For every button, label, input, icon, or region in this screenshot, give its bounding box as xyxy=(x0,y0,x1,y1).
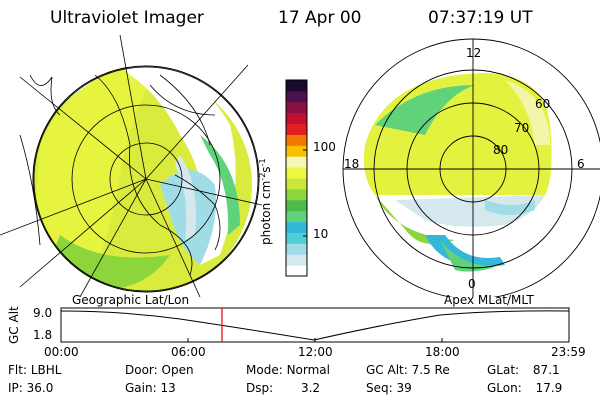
altitude-timeline-plot xyxy=(60,307,570,343)
polar-auroral-image xyxy=(342,38,600,297)
mlt-label-6: 6 xyxy=(577,157,585,171)
app-title: Ultraviolet Imager xyxy=(50,8,204,28)
geographic-auroral-image xyxy=(0,35,262,297)
timeline-xtick-1200: 12:00 xyxy=(298,345,333,359)
timeline-xtick-2359: 23:59 xyxy=(551,345,586,359)
colorbar-swatch xyxy=(286,178,307,190)
colorbar-swatch xyxy=(286,134,307,146)
colorbar-swatch xyxy=(286,90,307,103)
mlat-label-80: 80 xyxy=(493,143,509,157)
timeline-xtick-0600: 06:00 xyxy=(171,345,206,359)
colorbar-swatch xyxy=(286,254,307,266)
mlt-label-18: 18 xyxy=(344,157,360,171)
info-seq: Seq: 39 xyxy=(366,381,412,395)
info-mode: Mode: Normal xyxy=(246,363,330,377)
mlt-label-12: 12 xyxy=(466,46,482,60)
info-flt: Flt: LBHL xyxy=(8,363,62,377)
info-glon: GLon: 17.9 xyxy=(487,381,563,395)
info-glat: GLat: 87.1 xyxy=(487,363,560,377)
info-ip: IP: 36.0 xyxy=(8,381,54,395)
colorbar-swatch xyxy=(286,101,307,114)
colorbar-swatch xyxy=(286,232,307,244)
timeline-ytick-9: 9.0 xyxy=(33,306,53,320)
colorbar-swatch xyxy=(286,221,307,233)
info-door: Door: Open xyxy=(125,363,194,377)
info-gc-alt: GC Alt: 7.5 Re xyxy=(366,363,450,377)
colorbar-swatch xyxy=(286,243,307,255)
mlt-label-0: 0 xyxy=(468,277,476,291)
info-dsp: Dsp: 3.2 xyxy=(246,381,321,395)
colorbar-swatch xyxy=(286,188,307,201)
date-label: 17 Apr 00 xyxy=(278,8,362,28)
colorbar xyxy=(285,79,308,277)
colorbar-unit-label: photon cm-2s-1 xyxy=(258,158,273,245)
timeline-ytick-1.8: 1.8 xyxy=(33,328,53,342)
colorbar-tick-100: 100 xyxy=(313,140,336,154)
colorbar-swatch xyxy=(286,265,307,277)
mlat-label-70: 70 xyxy=(514,121,530,135)
colorbar-swatch xyxy=(286,145,307,157)
timeline-xtick-0000: 00:00 xyxy=(44,345,79,359)
colorbar-swatch xyxy=(286,210,307,223)
colorbar-swatch xyxy=(286,156,307,168)
mlat-label-60: 60 xyxy=(535,97,551,111)
colorbar-swatch xyxy=(286,167,307,179)
time-label: 07:37:19 UT xyxy=(428,8,533,28)
timeline-left-title: Geographic Lat/Lon xyxy=(72,293,190,307)
colorbar-swatch xyxy=(286,80,307,92)
colorbar-tick-10: 10 xyxy=(313,227,329,241)
info-gain: Gain: 13 xyxy=(125,381,176,395)
colorbar-swatch xyxy=(286,199,307,212)
timeline-right-title: Apex MLat/MLT xyxy=(444,293,534,307)
timeline-ylabel: GC Alt xyxy=(7,306,21,344)
colorbar-swatch xyxy=(286,123,307,135)
timeline-xtick-1800: 18:00 xyxy=(425,345,460,359)
colorbar-swatch xyxy=(286,112,307,125)
